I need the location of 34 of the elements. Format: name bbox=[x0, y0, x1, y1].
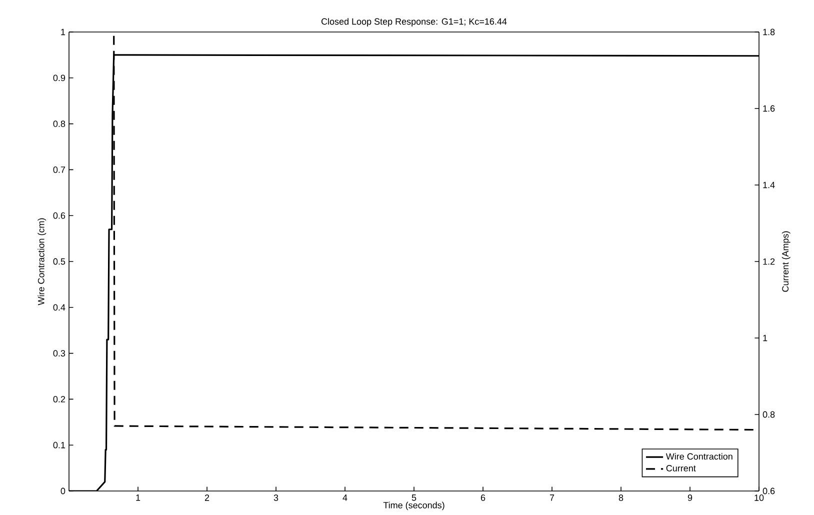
y-tick-label: 0.7 bbox=[53, 166, 66, 173]
x-tick-label: 10 bbox=[754, 494, 764, 501]
y2-tick-label: 1 bbox=[763, 334, 768, 342]
y2-tick-label: 1.8 bbox=[763, 28, 775, 36]
x-tick-label: 6 bbox=[480, 494, 486, 501]
x-tick-label: 4 bbox=[342, 494, 348, 501]
y2-tick-label: 1.6 bbox=[763, 105, 775, 112]
x-tick-label: 3 bbox=[274, 494, 278, 501]
chart-title: Closed Loop Step Response: G1=1; Kc=16.44 bbox=[321, 18, 507, 26]
y-tick-label: 0.3 bbox=[53, 350, 66, 356]
x-tick-label: 7 bbox=[550, 494, 554, 501]
y2-tick-label: 1.2 bbox=[763, 258, 775, 265]
y-tick-label: 0.8 bbox=[53, 120, 66, 127]
y-tick-label: 1 bbox=[61, 28, 66, 36]
y-tick-label: 0.2 bbox=[53, 396, 66, 402]
y-tick-label: 0.4 bbox=[53, 304, 66, 311]
y-axis-title: Wire Contraction (cm) bbox=[38, 218, 46, 306]
x-tick-label: 2 bbox=[204, 494, 210, 501]
y2-axis-title: Current (Amps) bbox=[782, 231, 790, 292]
x-tick-label: 5 bbox=[412, 494, 416, 501]
y-tick-label: 0.1 bbox=[53, 442, 66, 448]
y2-tick-label: 0.8 bbox=[762, 411, 775, 418]
y2-tick-label: 1.4 bbox=[763, 182, 775, 188]
legend-label: Wire Contraction bbox=[666, 453, 732, 460]
x-tick-label: 9 bbox=[688, 494, 692, 501]
x-tick-label: 8 bbox=[618, 494, 624, 501]
x-axis-title: Time (seconds) bbox=[383, 502, 444, 510]
y2-tick-label: 0.6 bbox=[762, 488, 775, 494]
legend-label: Current bbox=[666, 465, 696, 472]
x-tick-label: 1 bbox=[136, 494, 140, 501]
y-tick-label: 0 bbox=[60, 488, 66, 494]
y-tick-label: 0.9 bbox=[53, 74, 66, 82]
y-tick-label: 0.6 bbox=[53, 212, 66, 219]
y-tick-label: 0.5 bbox=[53, 258, 66, 265]
